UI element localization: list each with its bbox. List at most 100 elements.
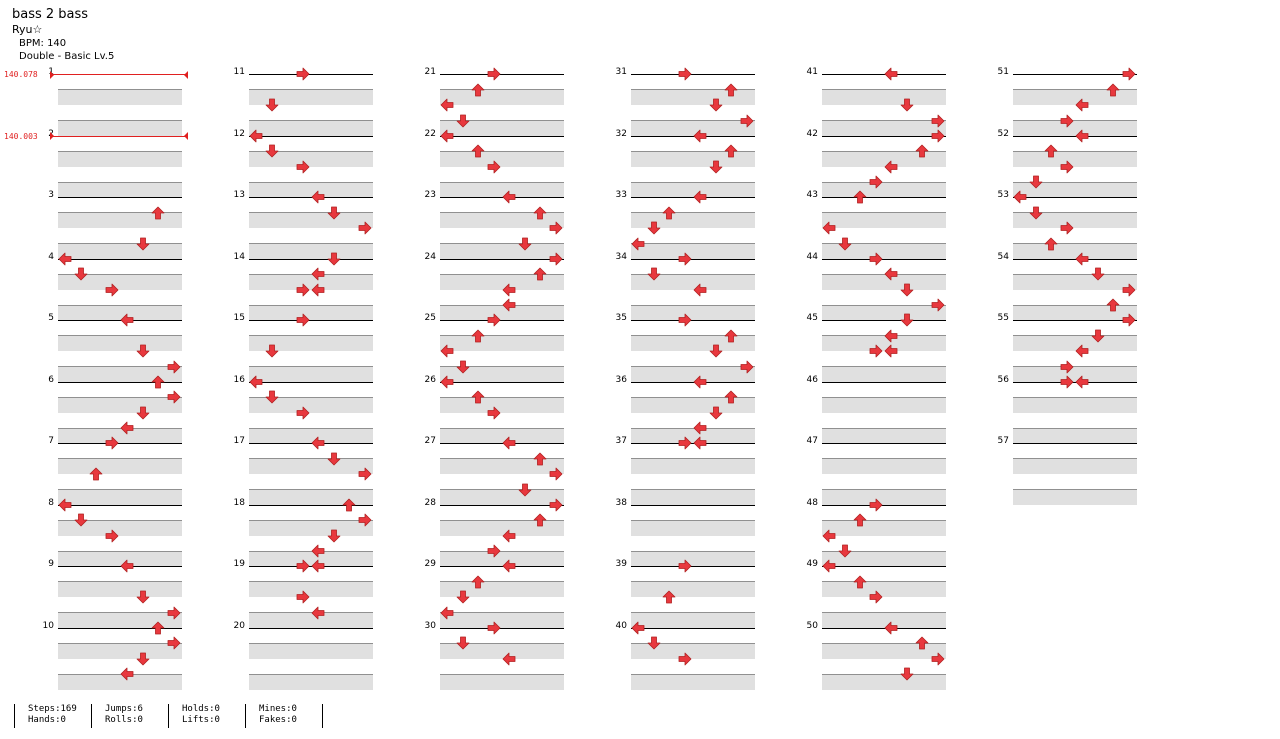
arrow-down-icon — [456, 360, 469, 373]
beat-band — [249, 642, 373, 659]
arrow-up-icon — [533, 206, 547, 219]
beat-band — [440, 427, 564, 444]
measure-line — [822, 320, 946, 321]
arrow-up-icon — [853, 190, 867, 204]
measure-line — [58, 443, 182, 444]
arrow-down-icon — [900, 98, 913, 112]
beat-band — [249, 612, 373, 628]
arrow-right-icon — [869, 498, 882, 511]
beat-band — [822, 612, 946, 628]
beat-band — [1013, 243, 1137, 259]
beat-band — [58, 550, 182, 567]
arrow-left-icon — [440, 129, 454, 142]
measure-line — [58, 258, 182, 260]
arrow-right-icon — [105, 529, 118, 542]
arrow-right-icon — [487, 160, 500, 173]
arrow-left-icon — [502, 652, 516, 665]
measure-line — [440, 504, 564, 506]
arrow-right-icon — [1060, 360, 1073, 373]
beat-band — [822, 120, 946, 136]
beat-band — [631, 181, 755, 198]
arrow-down-icon — [1029, 206, 1042, 219]
arrow-right-icon — [740, 360, 753, 373]
arrow-left-icon — [502, 298, 516, 312]
measure-number: 15 — [233, 313, 245, 323]
arrow-up-icon — [471, 83, 485, 96]
beat-band — [1013, 396, 1137, 413]
beat-band — [822, 366, 946, 382]
beat-band — [440, 581, 564, 597]
arrow-left-icon — [311, 436, 325, 450]
song-header: bass 2 bass Ryu☆ BPM: 140 Double - Basic… — [12, 6, 114, 63]
beat-band — [1013, 89, 1137, 105]
beat-band — [249, 366, 373, 382]
arrow-right-icon — [931, 298, 944, 312]
holds-count: Holds:0 — [182, 704, 220, 714]
beat-band — [822, 458, 946, 474]
arrow-left-icon — [311, 190, 325, 204]
stats-panel: Steps:169 Hands:0 Jumps:6 Rolls:0 Holds:… — [14, 704, 324, 728]
arrow-down-icon — [136, 590, 149, 604]
beat-band — [1013, 273, 1137, 290]
measure-line — [249, 381, 373, 383]
arrow-right-icon — [487, 544, 500, 558]
arrow-left-icon — [120, 559, 134, 573]
measure-line — [249, 74, 373, 75]
measure-line — [440, 566, 564, 567]
measure-line — [1013, 135, 1137, 137]
arrow-right-icon — [549, 498, 562, 511]
beat-band — [631, 366, 755, 382]
measure-line — [1013, 258, 1137, 260]
arrow-left-icon — [58, 498, 72, 511]
arrow-right-icon — [1122, 283, 1135, 296]
arrow-down-icon — [709, 98, 722, 112]
arrow-left-icon — [502, 283, 516, 296]
beat-band — [58, 519, 182, 536]
arrow-left-icon — [311, 283, 325, 296]
beat-band — [631, 581, 755, 597]
arrow-right-icon — [296, 67, 309, 81]
measure-number: 8 — [48, 497, 54, 508]
arrow-left-icon — [1075, 344, 1089, 358]
beat-band — [249, 335, 373, 351]
measure-number: 21 — [424, 67, 436, 77]
measure-line — [249, 504, 373, 506]
beat-band — [58, 304, 182, 321]
arrow-up-icon — [724, 390, 738, 404]
bpm-marker-right — [184, 70, 188, 79]
measure-line — [1013, 320, 1137, 321]
arrow-right-icon — [296, 160, 309, 173]
arrow-down-icon — [136, 237, 149, 250]
beat-band — [249, 396, 373, 413]
measure-number: 44 — [806, 251, 818, 262]
beat-band — [631, 304, 755, 321]
measure-number: 39 — [615, 559, 627, 569]
jumps-count: Jumps:6 — [105, 704, 143, 714]
measure-number: 18 — [233, 497, 245, 508]
beat-band — [631, 458, 755, 474]
arrow-left-icon — [249, 375, 263, 388]
arrow-left-icon — [311, 267, 325, 281]
stat-cell: Mines:0 Fakes:0 — [245, 704, 322, 728]
beat-band — [822, 335, 946, 351]
measure-line — [631, 74, 755, 75]
arrow-right-icon — [931, 114, 944, 127]
beat-band — [440, 89, 564, 105]
beat-band — [440, 519, 564, 536]
arrow-right-icon — [487, 313, 500, 327]
arrow-left-icon — [120, 667, 134, 681]
measure-line — [58, 627, 182, 629]
beat-band — [1013, 304, 1137, 321]
measure-number: 30 — [424, 620, 436, 631]
beat-band — [249, 427, 373, 444]
measure-line — [1013, 443, 1137, 444]
measure-number: 31 — [615, 67, 627, 77]
bpm-marker-left — [50, 132, 54, 140]
beat-band — [631, 273, 755, 290]
measure-number: 12 — [233, 128, 245, 139]
arrow-down-icon — [900, 283, 913, 296]
beat-band — [58, 120, 182, 136]
rolls-count: Rolls:0 — [105, 715, 143, 725]
arrow-right-icon — [1060, 221, 1073, 235]
measure-number: 20 — [233, 620, 245, 631]
